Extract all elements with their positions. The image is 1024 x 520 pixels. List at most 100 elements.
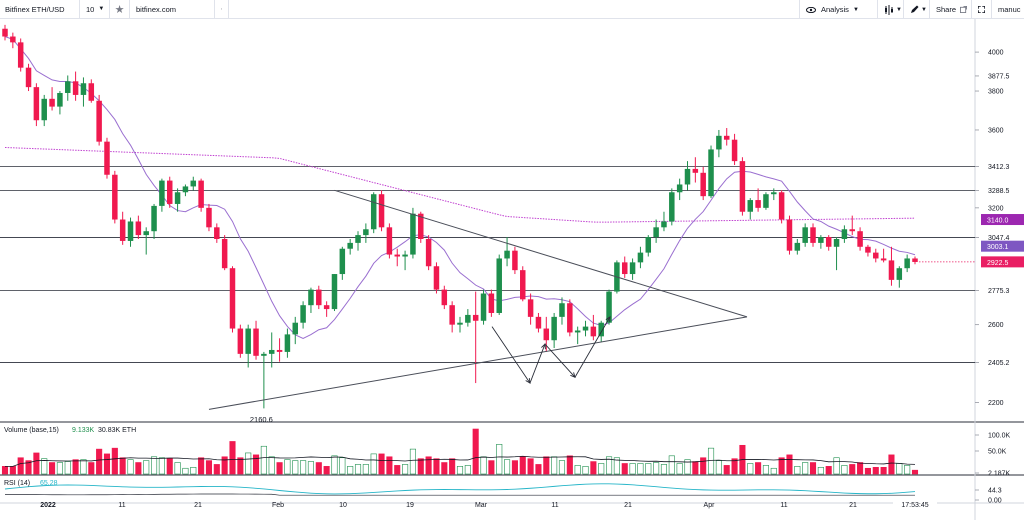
candle-body xyxy=(778,192,785,220)
rsi-value: 65.28 xyxy=(40,480,58,487)
volume-bar xyxy=(72,459,79,475)
volume-bar xyxy=(88,462,95,475)
candle-body xyxy=(896,268,903,280)
price-tick-label: 3800 xyxy=(988,89,1004,96)
volume-bar xyxy=(96,448,103,475)
date-axis-label: Feb xyxy=(272,502,284,509)
candle-body xyxy=(425,238,432,267)
volume-bar xyxy=(692,461,699,475)
current-time-box xyxy=(893,498,937,509)
volume-bar xyxy=(464,465,471,475)
analysis-button[interactable]: Analysis ▼ xyxy=(799,0,877,19)
volume-bar xyxy=(135,462,142,475)
candle-body xyxy=(551,316,557,341)
volume-bar xyxy=(252,454,260,475)
volume-bar xyxy=(676,463,683,475)
volume-bar xyxy=(190,466,197,475)
volume-bar xyxy=(339,457,346,475)
favorite-star-icon[interactable]: ★ xyxy=(110,0,130,19)
candle-body xyxy=(496,258,502,313)
candle-body xyxy=(669,192,675,222)
candle-body xyxy=(723,135,730,140)
volume-bar xyxy=(9,466,16,475)
volume-bar xyxy=(354,464,362,475)
candle-body xyxy=(472,314,479,321)
candle-body xyxy=(457,322,463,325)
volume-bar xyxy=(480,456,487,475)
candle-body xyxy=(284,334,291,352)
candle-body xyxy=(127,221,134,241)
candle-body xyxy=(182,186,189,193)
external-link-icon[interactable] xyxy=(215,0,229,19)
candle-body xyxy=(25,67,32,88)
volume-bar xyxy=(386,456,393,475)
candle-body xyxy=(653,227,659,238)
low-price-annotation: 2160.6 xyxy=(250,415,273,424)
volume-bar xyxy=(504,459,511,475)
volume-bar xyxy=(872,466,879,475)
candle-body xyxy=(661,221,667,228)
volume-bar xyxy=(857,462,864,475)
volume-bar xyxy=(119,457,126,475)
candle-body xyxy=(88,83,95,101)
symbol-label: Bitfinex ETH/USD xyxy=(5,4,65,14)
candle-body xyxy=(645,237,652,253)
candle-body xyxy=(825,237,832,247)
candle-body xyxy=(520,270,526,300)
volume-bar xyxy=(347,466,354,475)
volume-bar xyxy=(158,457,165,475)
drawing-tools-button[interactable]: ▼ xyxy=(903,0,929,19)
price-tick-label: 3200 xyxy=(988,205,1004,212)
candles-icon xyxy=(884,4,894,15)
candle-body xyxy=(174,192,181,204)
volume-bar xyxy=(174,462,181,475)
price-chart[interactable]: 2160.6 2200 2405.2 2600 2775.3 3047.4 3200 3288… xyxy=(0,19,1024,520)
candle-body xyxy=(904,258,910,269)
volume-bar xyxy=(606,456,613,475)
interval-selector[interactable]: 10 ▼ xyxy=(80,0,110,19)
candle-body xyxy=(535,316,542,329)
price-label-box xyxy=(981,214,1024,226)
date-axis-label: Mar xyxy=(475,502,488,509)
volume-bar xyxy=(833,457,840,475)
volume-bar xyxy=(496,444,503,475)
volume-bar xyxy=(166,458,173,475)
candle-body xyxy=(80,83,87,95)
user-menu[interactable]: manuc xyxy=(991,0,1024,19)
price-tick-label: 2200 xyxy=(988,400,1004,407)
volume-ma-line xyxy=(5,455,916,467)
top-toolbar: Bitfinex ETH/USD 10 ▼ ★ bitfinex.com Ana… xyxy=(0,0,1024,19)
volume-bar xyxy=(645,463,652,475)
candle-body xyxy=(543,328,550,341)
rsi-secondary-line xyxy=(4,493,915,496)
date-axis-label: 10 xyxy=(339,502,347,509)
price-label-box xyxy=(981,240,1024,252)
candle-body xyxy=(394,254,400,257)
volume-bar xyxy=(896,463,903,475)
volume-bar xyxy=(668,455,675,475)
candle-body xyxy=(488,293,495,313)
date-axis-label: 2022 xyxy=(40,502,56,509)
volume-bar xyxy=(786,454,793,475)
candle-body xyxy=(386,227,393,255)
candle-body xyxy=(276,349,283,352)
volume-bar xyxy=(864,467,871,475)
candle-body xyxy=(606,291,612,323)
chart-type-button[interactable]: ▼ xyxy=(877,0,903,19)
volume-bar xyxy=(370,453,377,475)
volume-bar xyxy=(213,464,220,475)
volume-bar xyxy=(49,462,56,475)
price-label-text: 3003.1 xyxy=(987,244,1009,251)
volume-bar xyxy=(637,463,644,475)
fullscreen-icon[interactable] xyxy=(971,0,991,19)
volume-bar xyxy=(331,455,338,475)
share-button[interactable]: Share xyxy=(929,0,971,19)
candle-body xyxy=(684,168,691,185)
volume-bar xyxy=(653,462,660,475)
candle-body xyxy=(339,248,346,275)
symbol-selector[interactable]: Bitfinex ETH/USD xyxy=(0,0,80,19)
candle-body xyxy=(214,227,220,239)
analysis-label: Analysis xyxy=(821,5,849,14)
candle-body xyxy=(794,242,801,251)
candle-body xyxy=(504,250,510,259)
